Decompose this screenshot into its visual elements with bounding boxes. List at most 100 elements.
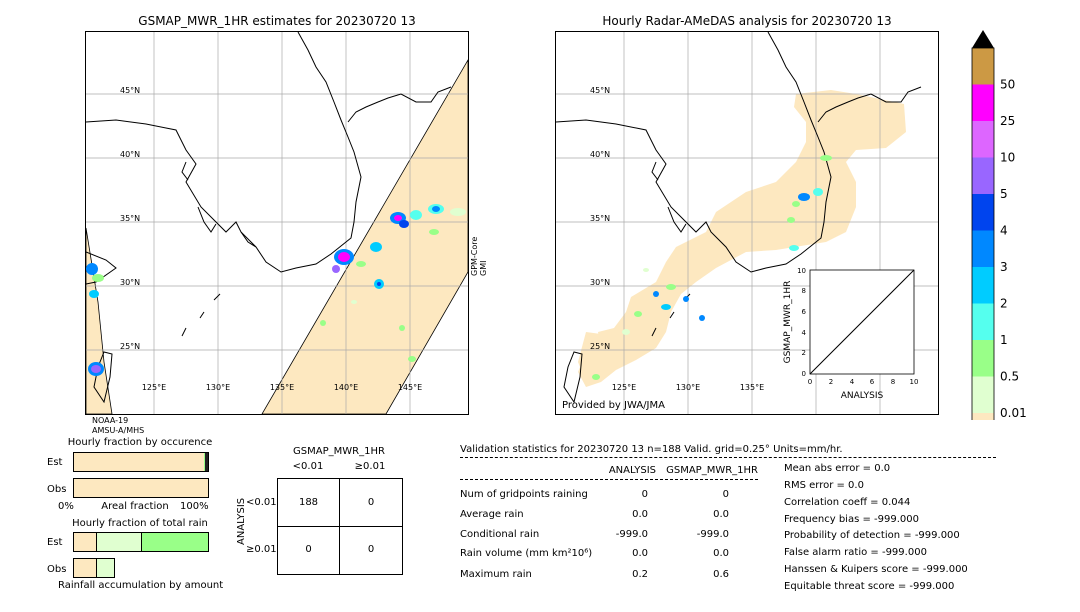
contingency-col-ge: ≥0.01 [354,461,386,472]
validation-divider-top [460,457,996,458]
colorbar-segment [972,194,994,231]
contingency-hline [278,526,402,527]
colorbar-segment [972,48,994,85]
validation-row-label: Conditional rain [460,529,540,540]
sensor-label-2: AMSU-A/MHS [92,426,145,435]
right-lon-labels: 125°E 130°E 135°E [612,383,764,392]
colorbar-segment [972,376,994,413]
validation-row-label: Average rain [460,509,524,520]
validation-row-label: Maximum rain [460,569,532,580]
inset-y-tick: 4 [802,329,807,337]
validation-row-gsmap: 0 [722,489,729,500]
total-rain-seg [74,533,97,551]
score-ets: Equitable threat score = -999.000 [784,581,955,592]
contingency-row-lt: <0.01 [246,497,277,508]
lon-label: 140°E [334,383,358,392]
occurrence-axis-mid: Areal fraction [101,501,169,512]
score-far: False alarm ratio = -999.000 [784,547,927,558]
inset-x-tick: 4 [850,378,855,386]
validation-col-gsmap: GSMAP_MWR_1HR [666,465,758,476]
swath-label-1: GPM-Core [470,236,479,276]
validation-divider-cols [460,479,758,480]
inset-xlabel: ANALYSIS [841,391,884,400]
inset-y-ticks: 0 2 4 6 8 10 [797,267,806,378]
total-rain-seg [97,559,114,577]
lat-label: 40°N [120,150,140,159]
colorbar-segment [972,121,994,158]
total-rain-footer: Rainfall accumulation by amount [58,580,224,591]
lat-label: 30°N [120,278,140,287]
swath-label: GPM-Core GMI [470,237,488,276]
left-lat-labels: 45°N 40°N 35°N 30°N 25°N [120,86,140,351]
lon-label: 130°E [206,383,230,392]
lon-label: 125°E [142,383,166,392]
total-rain-title: Hourly fraction of total rain [72,518,208,529]
contingency-table: 188 0 0 0 [277,478,403,575]
colorbar-segment [972,157,994,194]
sensor-label-1: NOAA-19 [92,416,129,425]
score-freq-bias: Frequency bias = -999.000 [784,514,919,525]
inset-plot: 0 2 4 6 8 10 0 2 4 6 8 10 ANALYSIS GSMAP… [776,264,926,401]
right-coastline [556,32,922,404]
left-map-canvas: 45°N 40°N 35°N 30°N 25°N 125°E 130°E 135… [86,32,468,414]
right-map-title: Hourly Radar-AMeDAS analysis for 2023072… [602,14,892,28]
lat-label: 35°N [120,214,140,223]
total-rain-seg [97,533,142,551]
total-rain-row-est: Est [47,537,63,548]
contingency-cell: 0 [367,544,375,555]
colorbar-segment [972,413,994,450]
score-rmse: RMS error = 0.0 [784,480,864,491]
contingency-cell: 0 [305,544,312,555]
colorbar-extend [972,30,994,48]
colorbar-segment [972,267,994,304]
lat-label: 45°N [590,86,610,95]
colorbar-label: 1 [1000,333,1008,347]
occurrence-bar-est-rain [205,453,208,471]
contingency-title: GSMAP_MWR_1HR [293,446,385,457]
occurrence-bar-est-light [204,453,205,471]
total-rain-bar-est [73,532,209,552]
lat-label: 25°N [590,342,610,351]
validation-row-analysis: 0 [641,489,648,500]
contingency-row-ge: ≥0.01 [246,544,277,555]
left-rain-cells [86,204,466,376]
occurrence-axis-left: 0% [58,501,74,512]
lat-label: 25°N [120,342,140,351]
validation-header: Validation statistics for 20230720 13 n=… [460,444,843,455]
right-rain-cells [592,155,832,380]
contingency-col-lt: <0.01 [292,461,324,472]
lon-label: 135°E [270,383,294,392]
score-corr: Correlation coeff = 0.044 [784,497,911,508]
validation-row-analysis: 0.2 [632,569,648,580]
validation-row-label: Num of gridpoints raining [460,489,588,500]
inset-x-tick: 6 [870,378,875,386]
inset-diagonal [809,269,915,375]
occurrence-row-obs: Obs [47,484,67,495]
colorbar-label: 0.01 [1000,406,1027,420]
inset-x-tick: 10 [910,378,919,386]
occurrence-axis-right: 100% [180,501,209,512]
total-rain-seg [74,559,97,577]
inset-y-tick: 8 [802,287,806,295]
validation-row-gsmap: 0.6 [713,569,729,580]
lat-label: 40°N [590,150,610,159]
lon-label: 130°E [676,383,700,392]
colorbar-label: 50 [1000,78,1015,92]
left-coastline [86,32,452,404]
total-rain-bar-obs [73,558,115,578]
occurrence-bar-est [73,452,209,472]
left-map-title: GSMAP_MWR_1HR estimates for 20230720 13 [138,14,416,28]
total-rain-seg [142,533,208,551]
colorbar-label: 4 [1000,224,1008,238]
inset-x-tick: 2 [829,378,833,386]
lat-label: 35°N [590,214,610,223]
lat-label: 30°N [590,278,610,287]
lon-label: 135°E [740,383,764,392]
sensor-label: NOAA-19 AMSU-A/MHS [92,416,144,436]
score-hk: Hanssen & Kuipers score = -999.000 [784,564,968,575]
total-rain-row-obs: Obs [47,564,67,575]
inset-y-tick: 0 [802,370,806,378]
contingency-cell: 188 [298,497,319,508]
occurrence-title: Hourly fraction by occurence [67,437,213,448]
